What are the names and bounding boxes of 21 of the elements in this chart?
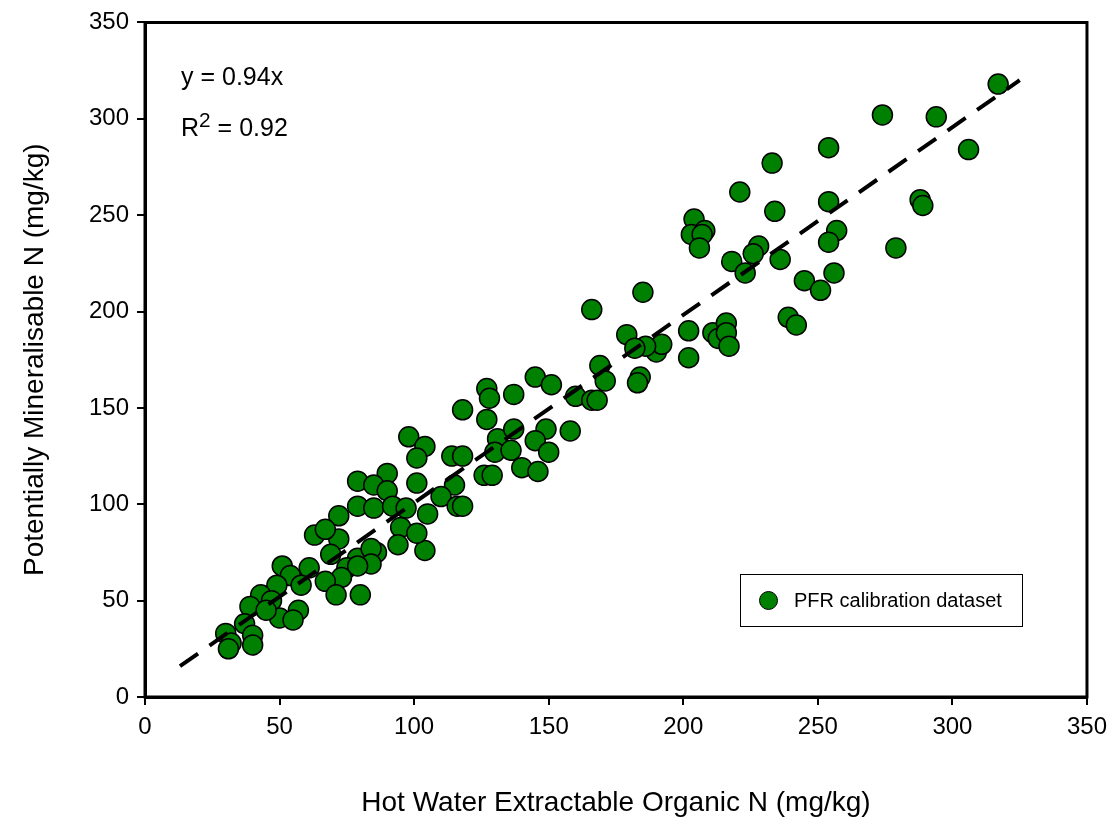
y-tick-label: 50 xyxy=(102,585,129,613)
y-tick-label: 100 xyxy=(88,488,129,516)
y-tick-label: 200 xyxy=(88,296,129,324)
y-axis-title: Potentially Mineralisable N (mg/kg) xyxy=(17,143,49,576)
x-tick-label: 100 xyxy=(394,712,435,740)
legend-label: PFR calibration dataset xyxy=(793,589,1002,612)
y-tick-label: 0 xyxy=(115,681,129,709)
x-tick-label: 50 xyxy=(266,712,293,740)
x-tick-label: 350 xyxy=(1066,712,1107,740)
y-tick-label: 300 xyxy=(88,103,129,131)
y-tick-label: 150 xyxy=(88,392,129,420)
x-tick-label: 150 xyxy=(528,712,569,740)
x-tick-label: 200 xyxy=(663,712,704,740)
y-tick-label: 350 xyxy=(88,7,129,35)
x-tick-label: 0 xyxy=(138,712,152,740)
x-axis-title: Hot Water Extractable Organic N (mg/kg) xyxy=(361,785,871,817)
annotation: R$^{2}$ = 0.92 xyxy=(181,108,288,143)
annotation: y = 0.94x xyxy=(181,62,284,92)
x-tick-label: 250 xyxy=(797,712,838,740)
y-tick-label: 250 xyxy=(88,199,129,227)
x-tick-label: 300 xyxy=(932,712,973,740)
